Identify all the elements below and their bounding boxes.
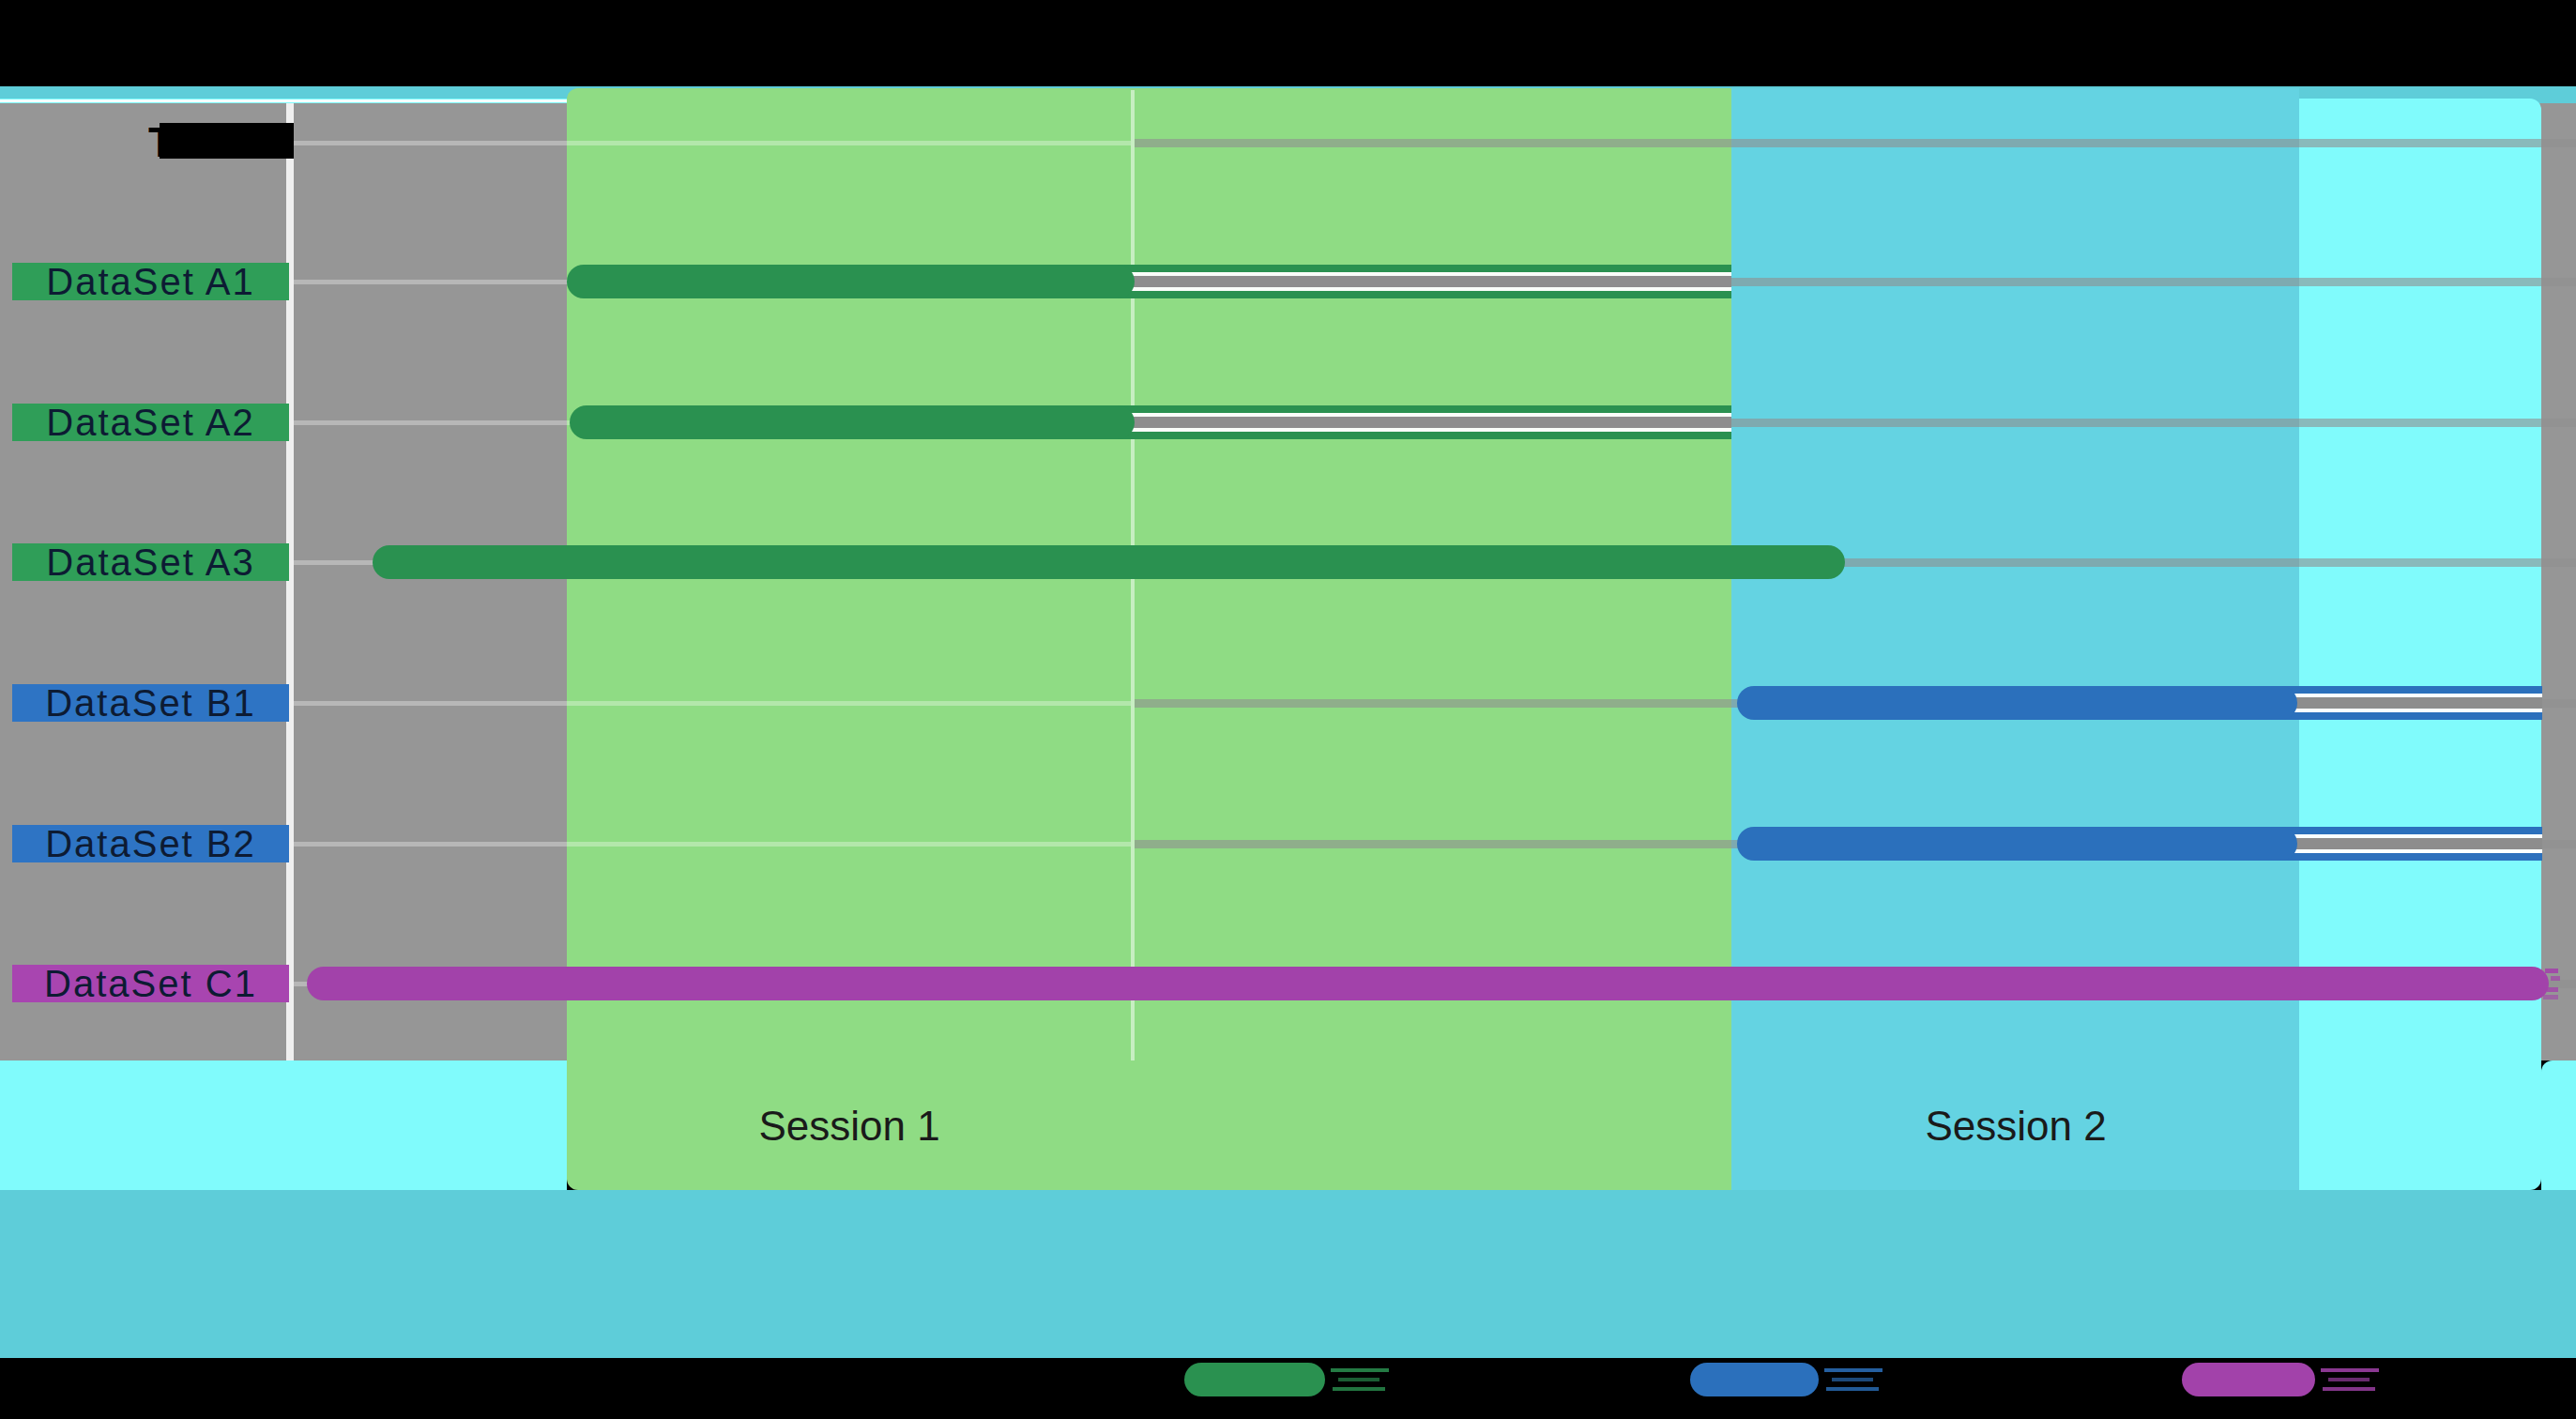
session-band-2 <box>1731 88 2299 1190</box>
gantt-chart-figure: DataSet A1 DataSet A2 DataSet A3 DataSet B1… <box>0 0 2576 1419</box>
y-gridline-light <box>294 842 1131 847</box>
title-redaction-box <box>160 123 294 159</box>
legend-label-streak <box>2323 1387 2375 1391</box>
gantt-bar-track <box>1118 265 1731 298</box>
bar-end-streak <box>2543 995 2558 999</box>
legend-swatch <box>1690 1363 1819 1396</box>
plot-bg-bottom-right <box>2541 1060 2576 1190</box>
y-gridline <box>1135 139 2576 147</box>
legend-label-streak <box>2321 1368 2379 1372</box>
gantt-bar <box>373 545 1845 579</box>
y-gridline-light <box>294 141 1131 145</box>
session-band-label: Session 1 <box>758 1103 939 1150</box>
gantt-bar <box>1737 827 2297 861</box>
axis-gap-column <box>286 103 294 1060</box>
y-axis-label: DataSet B1 <box>12 684 289 722</box>
legend-label-streak <box>1826 1387 1879 1391</box>
plot-bg-bottom-left <box>0 1060 567 1190</box>
gantt-bar <box>570 405 1135 439</box>
y-axis-label: DataSet A2 <box>12 404 289 441</box>
paper-band-bottom <box>0 1190 2576 1358</box>
gantt-bar-track <box>2280 686 2542 720</box>
gantt-bar <box>567 265 1135 298</box>
legend-label-streak <box>1832 1378 1873 1381</box>
y-axis-label: DataSet B2 <box>12 825 289 862</box>
bar-end-streak <box>2545 969 2558 973</box>
y-axis-label: DataSet A3 <box>12 543 289 581</box>
y-gridline-light <box>294 701 1131 706</box>
legend-swatch <box>2182 1363 2315 1396</box>
bar-end-streak <box>2551 976 2560 981</box>
session-band-label: Session 2 <box>1925 1103 2106 1150</box>
gantt-bar-track <box>2280 827 2542 861</box>
legend-label-streak <box>1331 1368 1389 1372</box>
axis-line-top <box>0 99 567 102</box>
legend-label-streak <box>1824 1368 1882 1372</box>
session-band-3 <box>2299 99 2541 1190</box>
legend-swatch <box>1184 1363 1325 1396</box>
y-axis-label: DataSet A1 <box>12 263 289 300</box>
gantt-bar <box>1737 686 2297 720</box>
gantt-bar-track <box>1118 405 1731 439</box>
session-band-1 <box>567 88 1731 1190</box>
legend-label-streak <box>2328 1378 2370 1381</box>
legend-label-streak <box>1338 1378 1379 1381</box>
y-axis-label: DataSet C1 <box>12 965 289 1002</box>
bar-end-streak <box>2547 987 2558 992</box>
legend-label-streak <box>1333 1387 1385 1391</box>
gantt-bar <box>307 967 2549 1000</box>
